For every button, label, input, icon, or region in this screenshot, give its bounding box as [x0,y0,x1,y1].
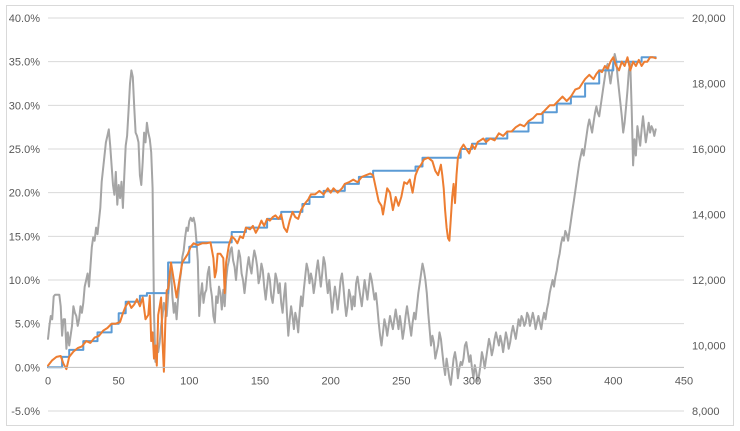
x-tick-label: 150 [251,375,269,387]
y2-tick-label: 14,000 [692,210,726,222]
y-tick-label: 40.0% [9,13,40,25]
y-tick-label: 20.0% [9,188,40,200]
axes: -5.0% 0.0% 5.0% 10.0% 15.0% 20.0% 25.0% 30.0% 35… [9,13,726,418]
y2-tick-label: 18,000 [692,79,726,91]
x-tick-label: 450 [675,375,693,387]
y-tick-label: 10.0% [9,275,40,287]
x-tick-label: 0 [45,375,51,387]
x-tick-label: 100 [180,375,198,387]
x-tick-label: 300 [463,375,481,387]
series-line-1 [47,56,657,373]
y-tick-label: 5.0% [15,319,40,331]
x-tick-label: 50 [113,375,125,387]
y-tick-label: 25.0% [9,144,40,156]
y-tick-label: 0.0% [15,362,40,374]
series-line-2 [47,53,657,386]
x-tick-label: 350 [533,375,551,387]
y-tick-label: 35.0% [9,57,40,69]
x-tick-label: 400 [604,375,622,387]
y-tick-label: 15.0% [9,231,40,243]
y2-tick-label: 10,000 [692,341,726,353]
y2-tick-label: 12,000 [692,275,726,287]
series-group [47,53,657,386]
y2-tick-label: 8,000 [692,406,720,418]
x-tick-label: 250 [392,375,410,387]
y-tick-label: 30.0% [9,100,40,112]
y-tick-label: -5.0% [11,406,40,418]
gridlines [48,17,684,412]
series-line-0 [47,56,657,369]
y2-tick-label: 16,000 [692,144,726,156]
x-tick-label: 200 [321,375,339,387]
y2-tick-label: 20,000 [692,13,726,25]
